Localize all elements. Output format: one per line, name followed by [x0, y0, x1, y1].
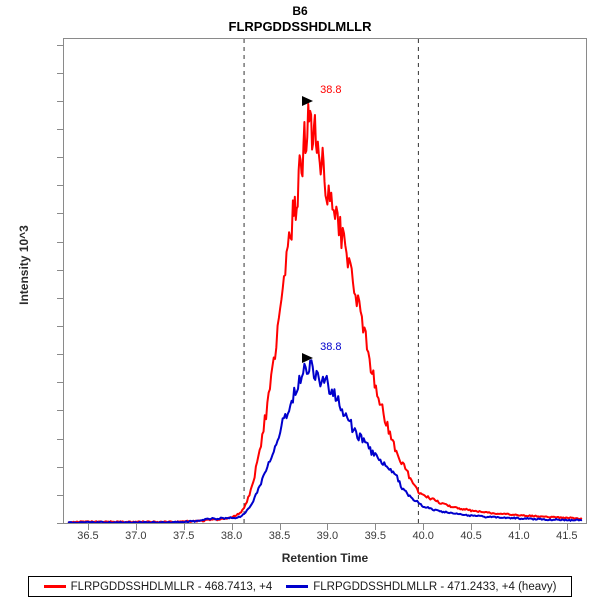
y-tick-mark [57, 129, 63, 131]
x-tick-mark [183, 524, 185, 530]
y-tick-mark [57, 466, 63, 468]
y-tick-mark [57, 100, 63, 102]
x-tick-mark [518, 524, 520, 530]
y-tick-mark [57, 523, 63, 524]
peak-marker-triangle-icon [302, 96, 314, 107]
x-tick-label: 40.5 [460, 530, 482, 542]
y-tick-mark [57, 410, 63, 412]
integration-boundary-group [243, 39, 419, 523]
chromatogram-trace-light[interactable] [67, 103, 583, 523]
x-tick-mark [375, 524, 377, 530]
y-tick-mark [57, 44, 63, 46]
x-tick-label: 36.5 [77, 530, 99, 542]
y-tick-mark [57, 354, 63, 356]
y-tick-mark [57, 438, 63, 440]
x-tick-label: 38.5 [268, 530, 291, 542]
y-tick-mark [57, 185, 63, 187]
y-axis-label: Intensity 10^3 [17, 225, 31, 305]
peak-marker-triangle-icon [302, 352, 314, 363]
series-group [67, 103, 583, 523]
x-tick-label: 38.0 [220, 530, 243, 542]
y-tick-mark [57, 72, 63, 74]
x-tick-mark [135, 524, 137, 530]
peak-retention-time-label: 38.8 [320, 340, 342, 353]
y-tick-mark [57, 326, 63, 328]
legend-color-swatch [286, 585, 309, 588]
plot-area[interactable]: 38.8 38.8 [63, 38, 587, 524]
peptide-sequence-subtitle: FLRPGDDSSHDLMLLR [228, 19, 372, 34]
y-tick-mark [57, 157, 63, 159]
x-tick-mark [566, 524, 568, 530]
peak-retention-time-label: 38.8 [320, 84, 342, 97]
chromatogram-trace-heavy[interactable] [67, 359, 583, 523]
x-tick-label: 39.0 [316, 530, 339, 542]
y-tick-mark [57, 213, 63, 215]
x-tick-label: 39.5 [364, 530, 386, 542]
y-tick-mark [57, 297, 63, 299]
legend-color-swatch [43, 585, 66, 588]
x-tick-mark [423, 524, 425, 530]
y-tick-mark [57, 494, 63, 496]
x-axis-label: Retention Time [281, 551, 369, 565]
x-tick-label: 41.5 [556, 530, 578, 542]
x-tick-label: 41.0 [508, 530, 530, 542]
legend[interactable]: FLRPGDDSSHDLMLLR - 468.7413, +4 FLRPGDDSS… [28, 576, 572, 597]
y-tick-mark [57, 269, 63, 271]
x-tick-label: 40.0 [412, 530, 434, 542]
chromatogram-svg [67, 39, 583, 523]
legend-item-0[interactable]: FLRPGDDSSHDLMLLR - 468.7413, +4 [43, 580, 273, 593]
y-tick-mark [57, 382, 63, 384]
x-tick-mark [87, 524, 89, 530]
x-tick-mark [327, 524, 329, 530]
legend-label: FLRPGDDSSHDLMLLR - 468.7413, +4 [70, 580, 273, 593]
title-block: B6 FLRPGDDSSHDLMLLR [0, 4, 600, 35]
x-tick-label: 37.5 [173, 530, 195, 542]
x-tick-mark [471, 524, 473, 530]
page-title: B6 [292, 4, 308, 18]
legend-label: FLRPGDDSSHDLMLLR - 471.2433, +4 (heavy) [313, 580, 557, 593]
legend-item-1[interactable]: FLRPGDDSSHDLMLLR - 471.2433, +4 (heavy) [286, 581, 556, 593]
x-tick-mark [279, 524, 281, 530]
y-tick-mark [57, 241, 63, 243]
x-tick-mark [231, 524, 233, 530]
x-tick-label: 37.0 [125, 530, 147, 542]
